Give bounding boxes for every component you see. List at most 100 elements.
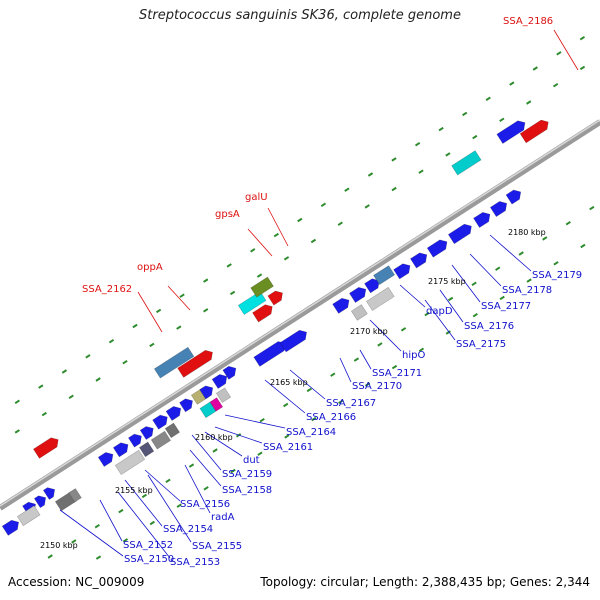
gene-feature	[68, 488, 82, 503]
track-dot	[526, 278, 532, 283]
gene-feature	[199, 385, 214, 400]
track-dot	[580, 243, 586, 249]
accession-text: Accession: NC_009009	[8, 575, 145, 589]
track-dot	[499, 295, 505, 301]
track-dot	[297, 217, 303, 223]
track-dot	[509, 81, 515, 86]
gene-feature	[332, 297, 350, 314]
track-dot	[495, 266, 501, 271]
gene-features	[1, 119, 549, 536]
gene-feature	[505, 189, 522, 205]
gene-label: dapD	[426, 306, 453, 317]
leader-line	[147, 474, 192, 543]
track-dot	[230, 468, 236, 474]
track-dot	[472, 134, 478, 140]
gene-label: SSA_2171	[372, 368, 422, 379]
leader-line	[224, 414, 286, 429]
gene-feature	[33, 437, 59, 459]
gene-label: hipO	[402, 350, 425, 361]
track-dot	[589, 205, 595, 211]
leader-line	[469, 253, 502, 287]
track-dot	[532, 66, 538, 71]
track-dot	[418, 347, 425, 352]
track-dot	[414, 142, 421, 147]
track-dot	[306, 387, 312, 393]
gene-feature	[139, 426, 154, 440]
track-dot	[149, 520, 155, 526]
track-dot	[462, 111, 468, 117]
gene-label: SSA_2161	[263, 442, 313, 453]
track-dot	[400, 327, 407, 332]
leader-line	[204, 431, 243, 457]
gene-label: oppA	[137, 262, 163, 273]
kbp-tick-label: 2170 kbp	[350, 327, 388, 336]
gene-label: dut	[243, 455, 260, 466]
track-dot	[565, 221, 571, 226]
leader-line	[191, 434, 222, 471]
gene-label: SSA_2164	[286, 427, 336, 438]
gene-label: SSA_2177	[481, 301, 531, 312]
gene-label: SSA_2170	[352, 381, 402, 392]
gene-feature	[426, 239, 448, 258]
gene-label: SSA_2167	[326, 398, 376, 409]
gene-feature	[447, 223, 472, 245]
gene-feature	[252, 304, 273, 323]
leader-line	[489, 234, 532, 272]
gene-label: galU	[245, 192, 268, 203]
gene-feature	[373, 265, 396, 286]
track-dot	[445, 152, 451, 157]
gene-feature	[164, 422, 180, 439]
track-dot	[320, 202, 327, 207]
gene-feature	[250, 276, 274, 298]
gene-feature	[393, 263, 411, 280]
track-dot	[367, 172, 374, 177]
gene-label: SSA_2158	[222, 485, 272, 496]
track-dot	[212, 448, 218, 453]
gene-feature	[451, 150, 482, 176]
track-dot	[542, 236, 548, 241]
track-dot	[85, 354, 91, 359]
track-dot	[526, 100, 532, 105]
gene-feature	[350, 304, 368, 321]
kbp-tick-label: 2165 kbp	[270, 378, 308, 387]
track-dot	[445, 330, 451, 335]
kbp-tick-label: 2155 kbp	[115, 486, 153, 495]
leader-line	[424, 299, 456, 341]
track-dot	[250, 248, 256, 253]
gene-label: SSA_2166	[306, 412, 356, 423]
dot-tracks	[14, 36, 595, 560]
gene-feature	[128, 433, 142, 448]
gene-feature	[473, 211, 491, 228]
leader-line	[167, 285, 191, 311]
track-dot	[579, 36, 586, 41]
track-dot	[273, 232, 279, 238]
leader-line	[137, 291, 163, 333]
leader-line	[144, 469, 181, 502]
track-dot	[14, 399, 20, 404]
track-dot	[176, 503, 182, 508]
gene-feature	[209, 397, 224, 412]
leader-line	[359, 349, 372, 370]
track-dot	[424, 311, 430, 317]
kbp-ticks: 2150 kbp 2155 kbp 2160 kbp 2165 kbp 2170 kbp…	[40, 228, 546, 550]
kbp-tick-label: 2175 kbp	[428, 277, 466, 286]
gene-feature	[237, 290, 267, 316]
leader-line	[124, 479, 163, 527]
track-dot	[257, 451, 263, 456]
track-dot	[553, 261, 559, 266]
track-dot	[155, 308, 162, 314]
gene-feature	[496, 120, 526, 144]
leader-line	[369, 319, 402, 352]
track-dot	[179, 293, 185, 298]
track-dot	[68, 394, 74, 399]
backbone-highlight	[0, 119, 600, 507]
track-dot	[176, 325, 182, 330]
track-dot	[499, 117, 505, 122]
gene-feature	[410, 252, 428, 269]
gene-feature	[139, 441, 155, 458]
gene-feature	[42, 487, 56, 500]
track-dot	[118, 508, 124, 514]
leader-line	[189, 449, 222, 487]
leader-line	[264, 379, 306, 414]
summary-text: Topology: circular; Length: 2,388,435 bp…	[260, 575, 590, 589]
